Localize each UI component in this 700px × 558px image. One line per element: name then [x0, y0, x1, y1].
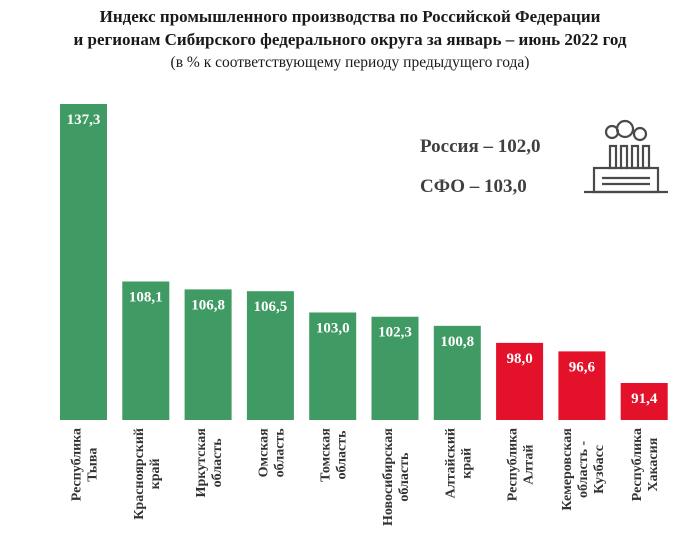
bar-value-label: 137,3 — [67, 112, 101, 128]
bar-value-label: 91,4 — [631, 391, 658, 407]
category-label-line: область — [210, 438, 225, 488]
category-label-line: Красноярский — [132, 428, 147, 520]
bar-value-label: 106,8 — [191, 297, 225, 313]
category-label-line: область - — [576, 440, 591, 498]
bar-5 — [371, 316, 419, 420]
bar-value-label: 98,0 — [506, 351, 532, 367]
bar-value-label: 103,0 — [316, 320, 350, 336]
category-label-line: область — [397, 452, 412, 502]
bar-6 — [433, 325, 481, 420]
bar-value-label: 100,8 — [440, 334, 474, 350]
bar-2 — [184, 289, 232, 420]
category-label-line: Республика — [630, 428, 645, 501]
bar-7 — [496, 342, 544, 420]
category-label-line: Алтайский — [443, 428, 458, 499]
bar-8 — [558, 351, 606, 420]
category-label-line: Кузбасс — [592, 445, 607, 494]
category-label-line: Иркутская — [194, 428, 209, 498]
category-label-line: Новосибирская — [381, 428, 396, 526]
category-label-line: Омская — [256, 428, 271, 477]
bar-value-label: 96,6 — [569, 359, 596, 375]
category-label-line: Республика — [70, 428, 85, 501]
bar-value-label: 102,3 — [378, 325, 412, 341]
category-label-line: Томская — [319, 428, 334, 482]
russia-summary: Россия – 102,0 — [420, 136, 541, 157]
category-label: Омскаяобласть — [256, 428, 287, 478]
category-label: РеспубликаХакасия — [630, 428, 661, 501]
category-label-line: Алтай — [522, 445, 537, 485]
chart-subtitle: (в % к соответствующему периоду предыдущ… — [170, 54, 530, 71]
chart-title-line-1: Индекс промышленного производства по Рос… — [99, 7, 601, 26]
category-label-line: Кемеровская — [560, 428, 575, 511]
category-label-line: область — [335, 430, 350, 480]
category-label: Красноярскийкрай — [132, 428, 163, 520]
bar-1 — [122, 281, 170, 420]
category-label: РеспубликаАлтай — [506, 428, 537, 501]
category-label-line: край — [148, 458, 163, 489]
bar-3 — [246, 291, 294, 420]
category-label: Алтайскийкрай — [443, 428, 474, 499]
factory-icon — [584, 119, 668, 194]
bar-9 — [620, 383, 668, 420]
category-label-line: область — [272, 428, 287, 478]
category-label: Томскаяобласть — [319, 428, 350, 482]
bar-4 — [309, 312, 357, 420]
category-label-line: Тыва — [86, 448, 101, 482]
category-label-line: край — [459, 448, 474, 479]
bar-value-label: 106,5 — [254, 299, 288, 315]
category-label: Иркутскаяобласть — [194, 428, 225, 498]
category-label: Кемеровскаяобласть -Кузбасс — [560, 428, 607, 511]
category-label: Новосибирскаяобласть — [381, 428, 412, 526]
sfo-summary: СФО – 103,0 — [420, 176, 527, 197]
category-label-line: Хакасия — [646, 437, 661, 491]
chart-title-line-2: и регионам Сибирского федерального округ… — [73, 30, 627, 49]
category-label: РеспубликаТыва — [70, 428, 101, 501]
bar-value-label: 108,1 — [129, 289, 163, 305]
bar-0 — [60, 104, 107, 420]
category-label-line: Республика — [506, 428, 521, 501]
